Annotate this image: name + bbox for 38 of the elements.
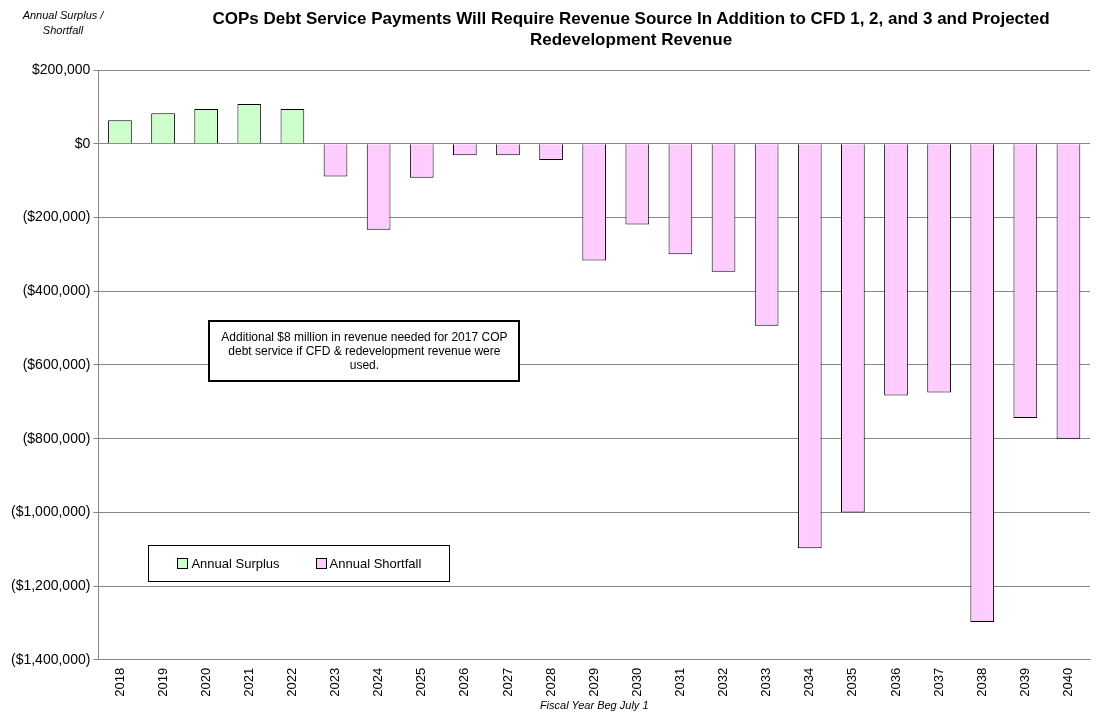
x-tick-label: 2031: [672, 667, 687, 697]
x-tick-label: 2024: [370, 667, 386, 697]
legend-label: Annual Shortfall: [329, 555, 422, 571]
y-tick-label: ($600,000): [22, 355, 91, 372]
x-tick-label: 2029: [585, 667, 601, 697]
y-tick-label: ($400,000): [22, 282, 91, 299]
x-tick-label: 2018: [111, 667, 127, 697]
x-tick-label: 2027: [499, 667, 515, 697]
x-tick-label: 2021: [240, 667, 256, 697]
annotation: Additional $8 million in revenue needed for 2017 COP debt service if CFD & redevelopment revenue were used.: [208, 320, 521, 382]
y-axis-title: Annual Surplus / Shortfall: [21, 8, 105, 38]
y-tick-label: $200,000: [31, 60, 91, 77]
x-axis-title: Fiscal Year Beg July 1: [539, 699, 649, 712]
y-tick-label: ($800,000): [22, 429, 91, 446]
y-tick-label: ($1,200,000): [10, 577, 91, 593]
x-tick-label: 2040: [1060, 667, 1076, 697]
legend-label: Annual Surplus: [191, 555, 280, 571]
x-tick-label: 2023: [327, 667, 343, 697]
y-tick-label: ($1,000,000): [10, 503, 91, 520]
x-tick-label: 2022: [283, 667, 299, 697]
x-tick-label: 2032: [715, 667, 731, 697]
x-tick-label: 2037: [930, 667, 946, 697]
x-tick-label: 2038: [973, 667, 989, 697]
x-tick-label: 2026: [456, 667, 472, 697]
x-tick-label: 2025: [413, 667, 429, 697]
x-tick-label: 2035: [844, 667, 860, 697]
x-tick-label: 2034: [801, 667, 817, 697]
x-tick-label: 2036: [887, 667, 903, 697]
x-tick-label: 2039: [1016, 667, 1032, 697]
y-tick-label: $0: [74, 134, 91, 151]
x-tick-label: 2030: [628, 667, 644, 697]
y-tick-label: ($1,400,000): [10, 650, 91, 667]
x-tick-label: 2033: [758, 667, 774, 697]
x-tick-label: 2028: [542, 667, 558, 697]
x-tick-label: 2020: [197, 667, 213, 697]
chart-title: COPs Debt Service Payments Will Require Revenue Source In Addition to CFD 1, 2, and 3 and Projected Redevelopment Revenue: [211, 8, 1051, 50]
x-tick-label: 2019: [154, 667, 170, 697]
y-tick-label: ($200,000): [22, 208, 91, 225]
